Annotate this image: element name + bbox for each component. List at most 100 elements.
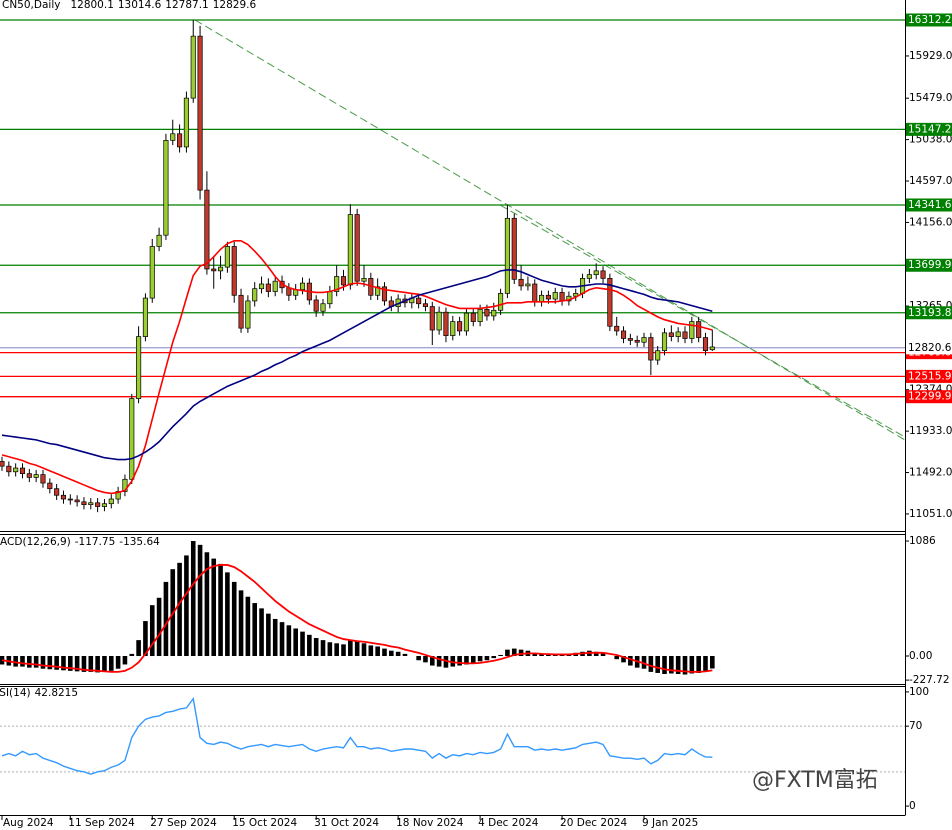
- candle-body: [614, 325, 620, 332]
- candle-body: [47, 482, 53, 490]
- macd-bar: [231, 581, 237, 657]
- y-tick-label: 14156.0: [909, 216, 952, 228]
- macd-bar: [40, 656, 46, 669]
- y-tick-label: 70: [909, 720, 922, 732]
- candle-body: [470, 312, 476, 322]
- candle-body: [67, 498, 73, 501]
- level-label: 13699.9: [908, 259, 951, 271]
- macd-bar: [320, 640, 326, 657]
- macd-bar: [61, 656, 66, 671]
- plot-layer: 11051.011492.011933.012374.013265.014156…: [0, 13, 952, 829]
- candle-body: [320, 303, 326, 312]
- macd-bar: [245, 596, 251, 657]
- title-open: 12800.1: [70, 0, 113, 11]
- macd-bar: [115, 656, 121, 669]
- title-low: 12787.1: [165, 0, 208, 11]
- y-tick-label: 15929.0: [909, 50, 952, 62]
- macd-bar: [470, 656, 476, 664]
- level-label-bg: [906, 369, 952, 383]
- y-tick-label: 0: [909, 800, 916, 812]
- macd-bar: [443, 656, 449, 668]
- candle-body: [696, 321, 702, 338]
- candle-body: [559, 292, 565, 302]
- candle-body: [224, 246, 230, 268]
- macd-bar: [450, 656, 456, 667]
- candle-body: [88, 502, 94, 506]
- macd-bar: [74, 656, 80, 672]
- level-label-bg: [906, 198, 952, 212]
- title-text: RSI(14): [0, 687, 31, 699]
- candle-body: [204, 189, 210, 270]
- candle-body: [450, 321, 456, 337]
- y-tick-label: 15479.0: [909, 92, 952, 104]
- candle-body: [218, 266, 224, 272]
- macd-bar: [498, 654, 503, 657]
- candle-body: [265, 283, 271, 292]
- candle-body: [375, 286, 381, 296]
- macd-bar: [389, 650, 394, 657]
- macd-bar: [675, 656, 681, 675]
- macd-bar: [423, 656, 428, 663]
- candle-body: [539, 294, 545, 303]
- macd-bar: [307, 634, 312, 657]
- candle-body: [518, 278, 524, 287]
- title-signal: -135.64: [119, 536, 160, 548]
- macd-bar: [238, 590, 244, 657]
- candle-body: [627, 338, 633, 341]
- y-tick-label: 100: [909, 686, 929, 698]
- macd-bar: [546, 654, 551, 657]
- candle-body: [340, 276, 347, 286]
- macd-bar: [484, 656, 490, 661]
- candle-body: [6, 465, 12, 473]
- rsi-line: [1, 697, 713, 775]
- candle-body: [641, 337, 647, 343]
- macd-bar: [204, 552, 210, 657]
- candle-body: [655, 350, 661, 361]
- macd-bar: [710, 656, 715, 669]
- candle-body: [60, 494, 67, 500]
- candle-body: [648, 337, 654, 361]
- macd-bar: [395, 651, 401, 657]
- macd-bar: [600, 652, 606, 657]
- macd-bar: [505, 649, 510, 657]
- x-tick-label: 27 Sep 2024: [150, 817, 217, 829]
- macd-bar: [108, 656, 114, 671]
- macd-bar: [156, 597, 162, 657]
- candle-body: [26, 473, 32, 478]
- y-tick-label: 14597.0: [909, 175, 952, 187]
- candle-body: [504, 217, 510, 294]
- level-label: 16312.2: [908, 14, 951, 26]
- level-label: 15147.2: [908, 123, 951, 135]
- candle-body: [149, 246, 155, 299]
- macd-bar: [669, 656, 674, 674]
- candle-body: [422, 303, 429, 307]
- candle-body: [33, 474, 39, 478]
- candle-body: [429, 306, 435, 331]
- macd-bar: [361, 643, 367, 657]
- title-high: 13014.6: [118, 0, 162, 11]
- macd-bar: [648, 656, 654, 672]
- macd-bar: [300, 631, 305, 657]
- macd-signal: [1, 564, 713, 673]
- macd-bar: [163, 581, 169, 657]
- candle-body: [498, 293, 504, 311]
- macd-bar: [13, 656, 18, 667]
- macd-bar: [464, 656, 469, 665]
- level-label: 12299.9: [908, 391, 951, 403]
- candle-body: [600, 270, 606, 279]
- y-tick-label: 11051.0: [909, 508, 952, 520]
- macd-bar: [593, 651, 599, 657]
- macd-bar: [703, 656, 708, 671]
- candle-body: [620, 330, 627, 339]
- candle-body: [702, 337, 709, 352]
- candle-body: [436, 311, 442, 331]
- candle-body: [484, 309, 490, 317]
- candle-body: [108, 498, 114, 505]
- candle-body: [19, 467, 26, 475]
- candle-body: [142, 297, 148, 337]
- moving-average: [1, 269, 713, 461]
- macd-bar: [313, 638, 319, 657]
- y-tick-label: 15038.0: [909, 134, 952, 146]
- candle-body: [156, 234, 162, 247]
